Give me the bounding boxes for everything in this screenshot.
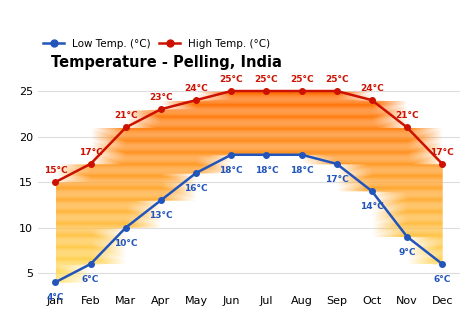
High Temp. (°C) — [88, 162, 93, 166]
Legend: Low Temp. (°C), High Temp. (°C): Low Temp. (°C), High Temp. (°C) — [43, 39, 271, 49]
Text: 10°C: 10°C — [114, 239, 137, 248]
Text: 15°C: 15°C — [44, 166, 67, 175]
Text: 23°C: 23°C — [149, 93, 173, 102]
Text: 13°C: 13°C — [149, 212, 173, 220]
Line: Low Temp. (°C): Low Temp. (°C) — [53, 152, 445, 285]
Low Temp. (°C) — [123, 226, 128, 230]
Text: Temperature - Pelling, India: Temperature - Pelling, India — [51, 55, 282, 70]
Low Temp. (°C) — [228, 153, 234, 157]
Low Temp. (°C) — [193, 171, 199, 175]
Low Temp. (°C) — [88, 262, 93, 266]
Text: 9°C: 9°C — [398, 248, 416, 257]
Low Temp. (°C) — [158, 198, 164, 202]
High Temp. (°C) — [123, 125, 128, 129]
High Temp. (°C) — [299, 89, 304, 93]
High Temp. (°C) — [53, 180, 58, 184]
Text: 17°C: 17°C — [325, 175, 348, 184]
Text: 4°C: 4°C — [47, 293, 64, 302]
Text: 21°C: 21°C — [395, 112, 419, 120]
Text: 17°C: 17°C — [79, 148, 102, 157]
Low Temp. (°C) — [369, 189, 375, 193]
Text: 18°C: 18°C — [255, 166, 278, 175]
Text: 24°C: 24°C — [184, 84, 208, 93]
Text: 14°C: 14°C — [360, 202, 384, 211]
High Temp. (°C) — [228, 89, 234, 93]
Text: 6°C: 6°C — [434, 275, 451, 284]
Text: 25°C: 25°C — [290, 75, 313, 84]
Text: 18°C: 18°C — [290, 166, 313, 175]
High Temp. (°C) — [404, 125, 410, 129]
Low Temp. (°C) — [334, 162, 339, 166]
Text: 6°C: 6°C — [82, 275, 100, 284]
Low Temp. (°C) — [439, 262, 445, 266]
Low Temp. (°C) — [404, 235, 410, 239]
High Temp. (°C) — [334, 89, 339, 93]
Text: 25°C: 25°C — [325, 75, 348, 84]
High Temp. (°C) — [439, 162, 445, 166]
High Temp. (°C) — [369, 98, 375, 102]
Text: 25°C: 25°C — [255, 75, 278, 84]
Low Temp. (°C) — [264, 153, 269, 157]
High Temp. (°C) — [264, 89, 269, 93]
Low Temp. (°C) — [299, 153, 304, 157]
Text: 17°C: 17°C — [430, 148, 454, 157]
Text: 24°C: 24°C — [360, 84, 384, 93]
High Temp. (°C) — [158, 107, 164, 111]
Text: 25°C: 25°C — [219, 75, 243, 84]
Text: 18°C: 18°C — [219, 166, 243, 175]
High Temp. (°C) — [193, 98, 199, 102]
Low Temp. (°C) — [53, 280, 58, 284]
Line: High Temp. (°C): High Temp. (°C) — [53, 88, 445, 185]
Text: 16°C: 16°C — [184, 184, 208, 193]
Text: 21°C: 21°C — [114, 112, 137, 120]
